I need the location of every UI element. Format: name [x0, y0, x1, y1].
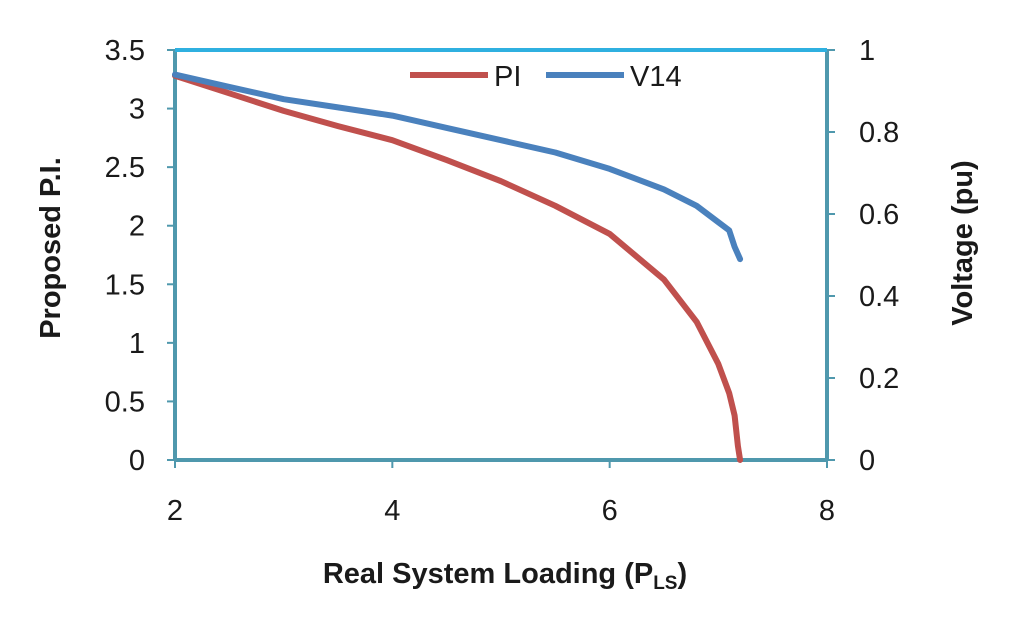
series-line-v14 [172, 71, 744, 263]
y-right-tick-label: 0.6 [859, 199, 899, 231]
x-axis-title-subscript: LS [653, 573, 677, 594]
x-axis-title: Real System Loading (PLS) [323, 558, 687, 594]
y-right-tick-label: 1 [859, 35, 875, 67]
legend-label-pi: PI [494, 61, 521, 93]
y-left-tick-label: 3 [129, 94, 145, 126]
y-left-tick-label: 2 [129, 211, 145, 243]
y-right-tick-label: 0.8 [859, 117, 899, 149]
y-right-axis-title: Voltage (pu) [947, 160, 979, 325]
y-left-tick-label: 1.5 [105, 269, 145, 301]
x-axis-title-main: Real System Loading (P [323, 558, 653, 590]
tick-labels-group: 0 0.5 1 1.5 2 2.5 3 3.5 0 0.2 0.4 0.6 0.8 1 2 4 6 8 [105, 35, 900, 527]
x-tick-label: 2 [167, 495, 183, 527]
x-tick-label: 8 [819, 495, 835, 527]
y-right-tick-label: 0.4 [859, 281, 899, 313]
legend: PI V14 [410, 61, 682, 93]
series-line-pi [172, 72, 744, 463]
x-tick-label: 4 [384, 495, 400, 527]
x-axis-title-suffix: ) [677, 558, 687, 590]
x-tick-label: 6 [602, 495, 618, 527]
y-left-tick-label: 3.5 [105, 35, 145, 67]
y-left-tick-label: 0.5 [105, 386, 145, 418]
y-left-tick-label: 0 [129, 445, 145, 477]
series-group [172, 71, 744, 463]
legend-label-v14: V14 [630, 61, 682, 93]
y-left-tick-label: 1 [129, 328, 145, 360]
y-right-tick-label: 0.2 [859, 363, 899, 395]
y-left-tick-label: 2.5 [105, 152, 145, 184]
y-left-axis-title: Proposed P.I. [35, 157, 67, 339]
axes-group [167, 48, 835, 468]
y-right-tick-label: 0 [859, 445, 875, 477]
